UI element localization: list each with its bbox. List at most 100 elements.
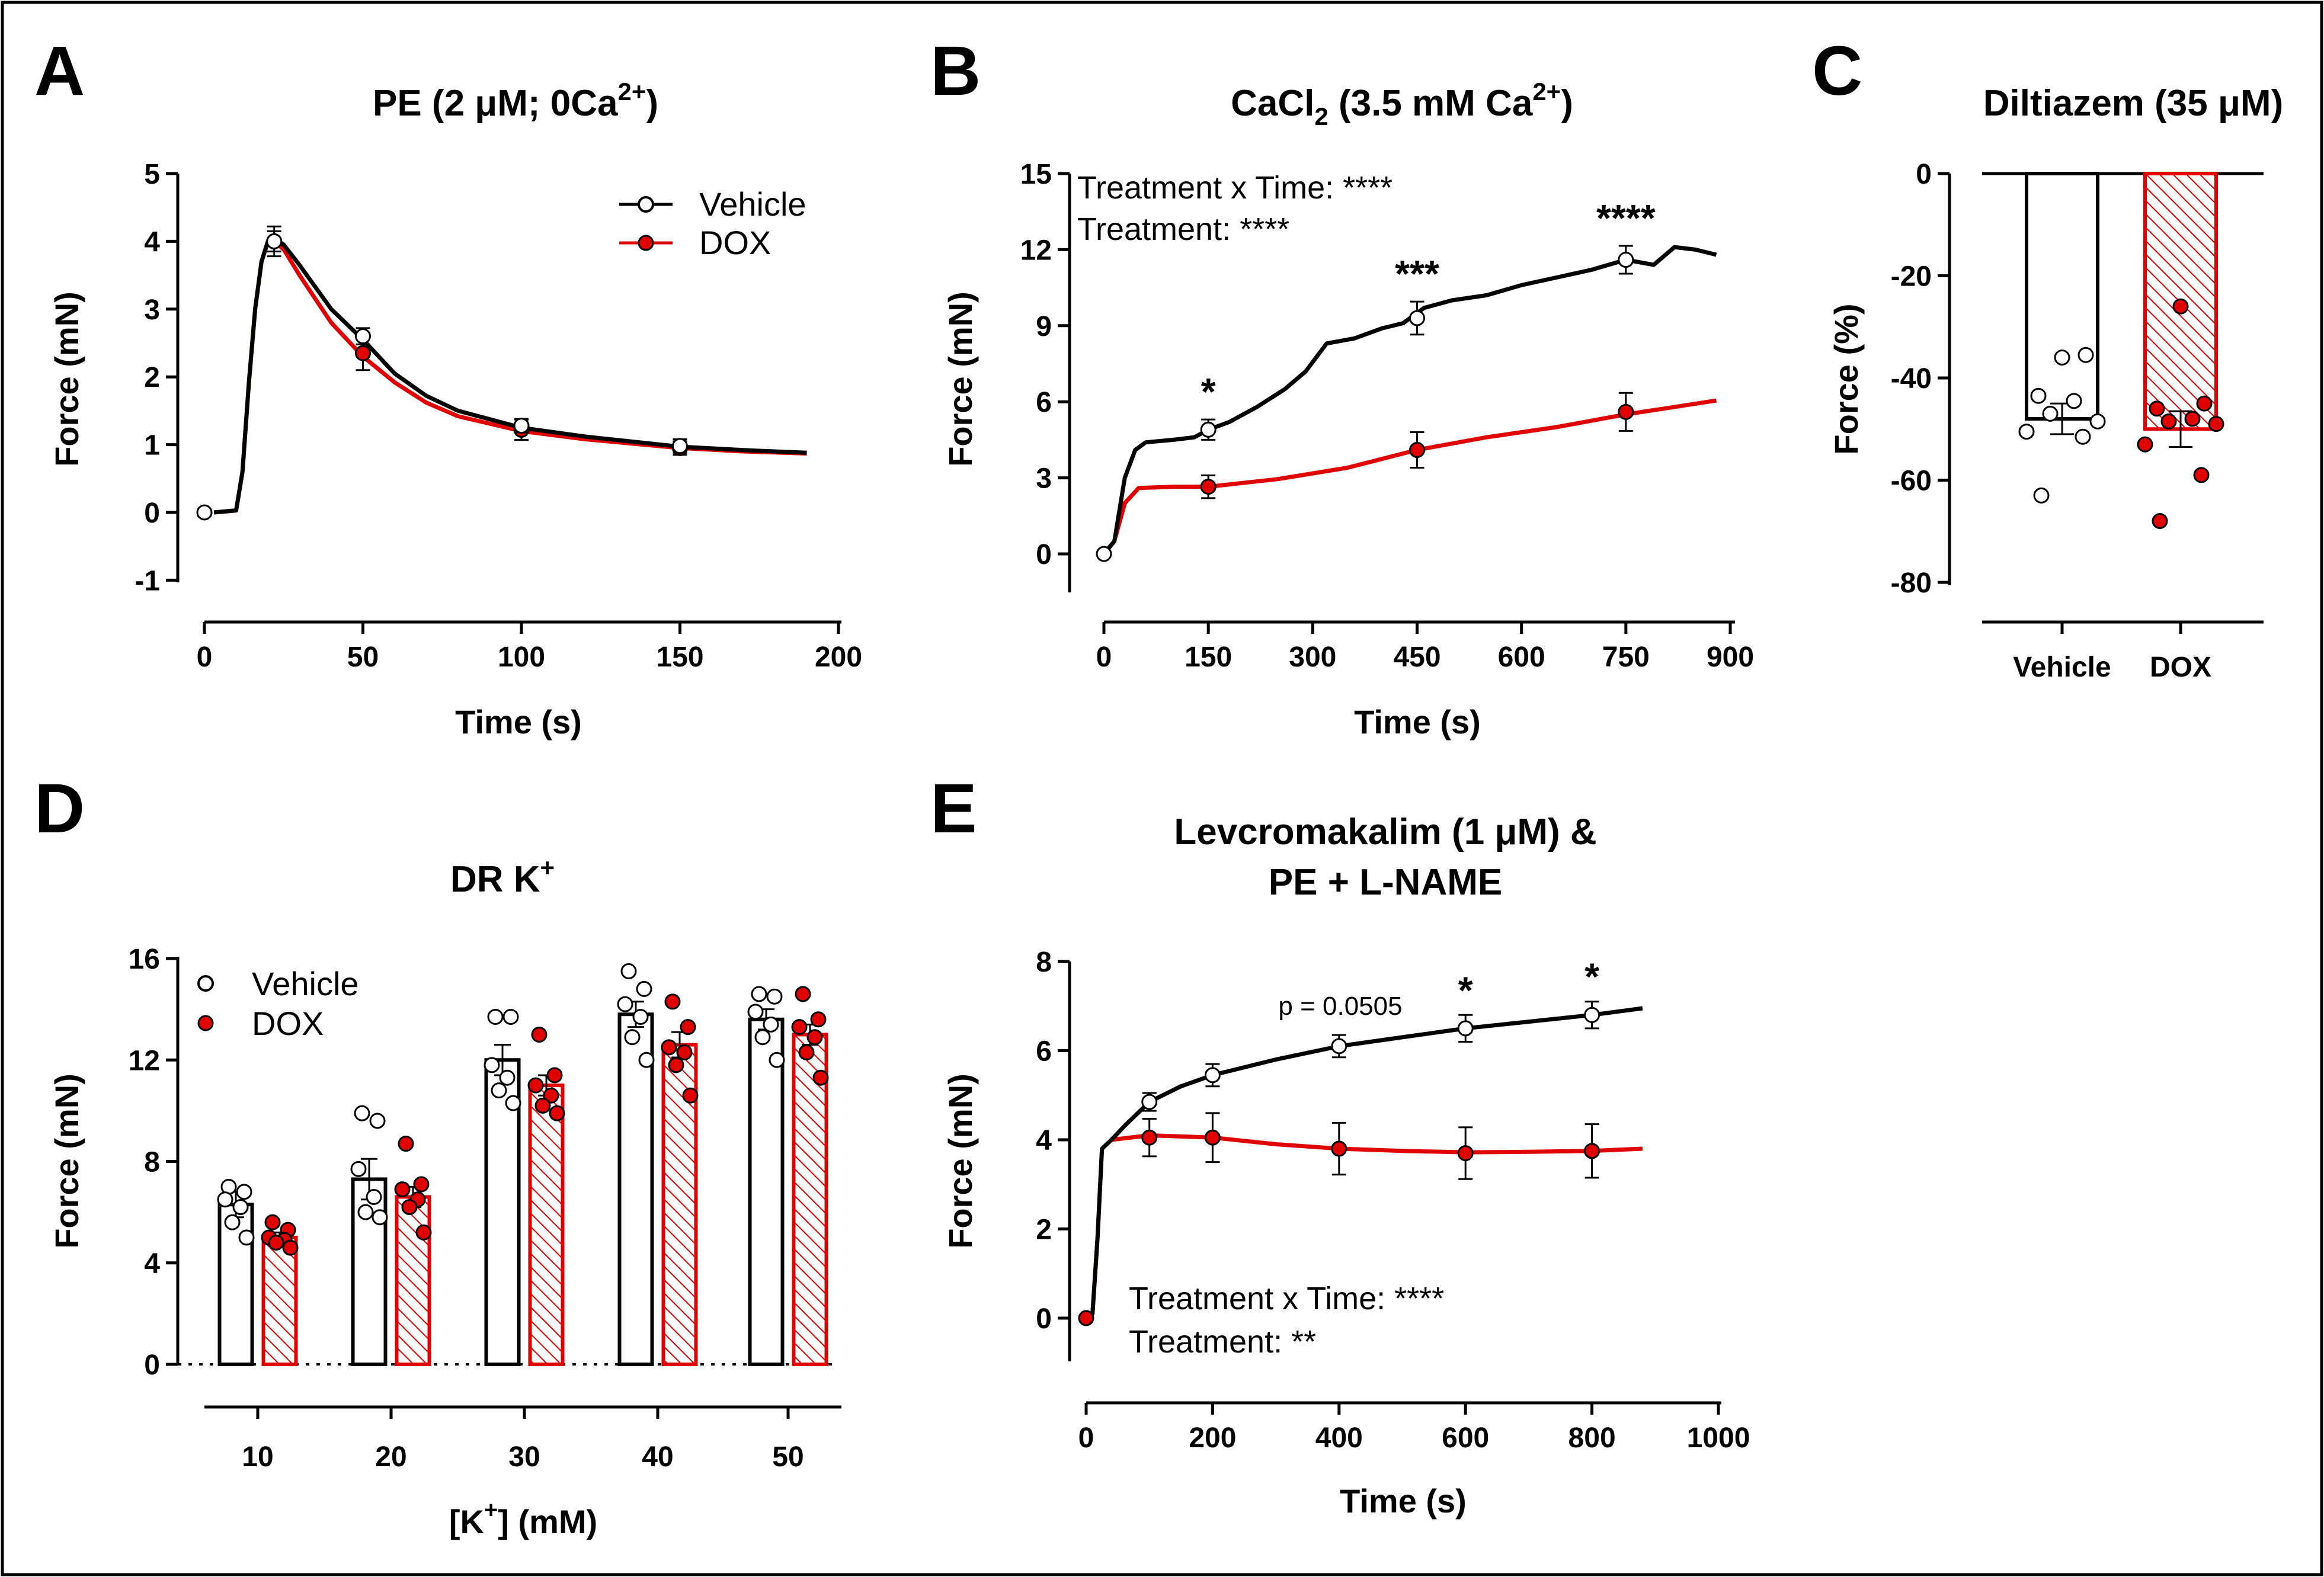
panel-a-vehicle-point (355, 328, 371, 345)
panel-c-point-vehicle (2030, 387, 2047, 404)
panel-a: A PE (2 μM; 0Ca2+) Force (mN) Time (s) -… (34, 32, 862, 741)
panel-d-point-vehicle (769, 1052, 785, 1068)
panel-c-xtick-label: Vehicle (2013, 652, 2111, 683)
panel-e-ytick-label: 4 (1036, 1125, 1052, 1156)
panel-d-point-vehicle (766, 988, 783, 1005)
panel-b-ytick-label: 12 (1020, 235, 1052, 266)
panel-e-dox-point (1331, 1140, 1347, 1157)
panel-d-point-dox (415, 1224, 432, 1241)
panel-c-ytick-label: -80 (1891, 568, 1932, 599)
panel-d-ytick-label: 4 (144, 1248, 160, 1280)
panel-d-point-dox (661, 1039, 677, 1056)
panel-d-bar-vehicle (617, 1012, 654, 1366)
panel-c-point-dox (2172, 298, 2189, 315)
panel-a-ytick-label: -1 (135, 565, 160, 597)
panel-b: B CaCl2 (3.5 mM Ca2+) Force (mN) Time (s… (930, 32, 1754, 741)
panel-d-point-vehicle (499, 1069, 516, 1086)
panel-d-bar-vehicle (748, 1017, 785, 1366)
panel-d-bar-dox (395, 1195, 431, 1366)
panel-d-point-dox (534, 1097, 551, 1114)
panel-e-ylabel: Force (mN) (942, 1073, 979, 1249)
panel-e-vehicle-point (1584, 1007, 1600, 1023)
panel-e-dox-point (1204, 1129, 1221, 1146)
panel-d-point-vehicle (484, 1057, 500, 1073)
panel-d-point-dox (549, 1105, 565, 1121)
panel-d-point-dox (546, 1067, 563, 1084)
panel-d-point-dox (812, 1069, 829, 1086)
panel-d-point-dox (413, 1176, 430, 1193)
panel-c-point-dox (2137, 436, 2153, 453)
panel-d-point-vehicle (487, 1008, 504, 1025)
panel-d-point-vehicle (754, 1029, 771, 1046)
panel-a-title: PE (2 μM; 0Ca2+) (373, 78, 658, 124)
panel-a-xtick-label: 150 (656, 642, 703, 673)
panel-d-bar-dox (792, 1033, 828, 1366)
panel-d-bar-dox (528, 1084, 565, 1366)
panel-a-xlabel: Time (s) (455, 703, 582, 741)
panel-a-xtick-label: 200 (815, 642, 862, 673)
panel-d-point-dox (398, 1136, 414, 1152)
panel-b-title: CaCl2 (3.5 mM Ca2+) (1231, 78, 1573, 130)
panel-a-ytick-label: 0 (144, 498, 160, 529)
panel-d-point-dox (394, 1181, 411, 1198)
panel-e-axes (1068, 961, 1721, 1405)
panel-d-point-vehicle (372, 1209, 388, 1226)
panel-e-ytick-label: 6 (1036, 1036, 1052, 1068)
panel-c-point-vehicle (2066, 393, 2082, 409)
panel-c-ytick-label: -40 (1891, 363, 1932, 395)
panel-e-xtick-label: 600 (1442, 1422, 1489, 1454)
panel-b-dox-line (1102, 398, 1717, 556)
panel-d-point-dox (791, 1019, 808, 1036)
panel-d-title: DR K+ (450, 854, 555, 900)
panel-d-point-vehicle (632, 1008, 649, 1025)
panel-b-dox-point (1409, 442, 1425, 459)
panel-d-xtick-label: 50 (772, 1441, 804, 1473)
legend-vehicle-marker (638, 196, 654, 213)
panel-b-xtick-label: 0 (1096, 642, 1112, 673)
panel-b-stat-treatment: Treatment: **** (1077, 211, 1289, 247)
panel-e-vehicle-point (1204, 1067, 1221, 1084)
legend-dox-marker (638, 235, 654, 251)
panel-d-ytick-label: 8 (144, 1147, 160, 1178)
panel-e: E Levcromakalim (1 μM) & PE + L-NAME For… (930, 770, 1750, 1520)
panel-c-title: Diltiazem (35 μM) (1983, 83, 2283, 124)
panel-c-ytick-label: -60 (1891, 466, 1932, 497)
panel-d-bar-dox (261, 1235, 298, 1366)
panel-d-point-dox (798, 1044, 815, 1060)
panel-a-vehicle-point (513, 418, 530, 434)
panel-a-xtick-label: 100 (498, 642, 545, 673)
panel-e-xtick-label: 1000 (1687, 1422, 1750, 1454)
panel-d-xtick-label: 10 (242, 1441, 273, 1473)
panel-b-ytick-label: 3 (1036, 463, 1052, 495)
panel-e-p-value: p = 0.0505 (1278, 992, 1402, 1021)
panel-b-xlabel: Time (s) (1354, 703, 1481, 741)
panel-d-legend: Vehicle DOX (197, 965, 359, 1042)
panel-d-point-vehicle (638, 1052, 655, 1068)
panel-d-point-dox (664, 993, 681, 1010)
panel-b-vehicle-point (1096, 546, 1112, 562)
panel-e-stat-interaction: Treatment x Time: **** (1129, 1281, 1444, 1316)
panel-e-xtick-label: 0 (1078, 1422, 1094, 1454)
panel-b-xtick-label: 450 (1393, 642, 1441, 673)
panel-d-point-vehicle (369, 1113, 386, 1129)
panel-c-point-dox (2149, 400, 2165, 417)
panel-d-point-vehicle (350, 1161, 367, 1177)
panel-a-ytick-label: 2 (144, 362, 160, 393)
panel-b-dox-point (1200, 479, 1217, 495)
panel-d-point-dox (531, 1026, 548, 1043)
legend-dox-marker (197, 1015, 214, 1031)
panel-d: D DR K+ Force (mN) [K+] (mM) 0 4 8 12 16 10 20… (34, 770, 841, 1540)
panel-c-point-vehicle (2089, 413, 2106, 429)
panel-d-point-vehicle (354, 1105, 370, 1121)
panel-a-xtick-label: 50 (347, 642, 379, 673)
panel-b-xtick-label: 750 (1602, 642, 1650, 673)
panel-b-xtick-label: 300 (1289, 642, 1336, 673)
panel-e-dox-point (1141, 1129, 1158, 1146)
panel-d-ytick-label: 0 (144, 1350, 160, 1381)
panel-a-ylabel: Force (mN) (48, 291, 85, 467)
panel-e-dox-point (1457, 1145, 1474, 1162)
panel-d-point-dox (668, 1057, 684, 1073)
panel-d-xlabel: [K+] (mM) (449, 1497, 597, 1540)
panel-b-ytick-label: 6 (1036, 387, 1052, 418)
